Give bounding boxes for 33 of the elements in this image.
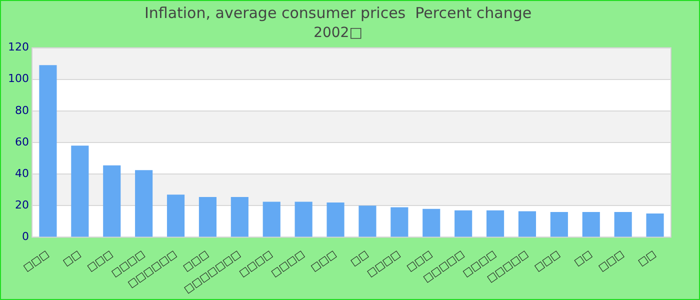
y-tick-label: 80 (14, 104, 29, 117)
bar (294, 202, 312, 237)
bar (390, 207, 408, 237)
bar (614, 212, 632, 237)
bar (486, 210, 504, 237)
x-tick-label: □□ (572, 248, 594, 269)
bar (518, 211, 536, 237)
chart-subtitle: 2002□ (314, 25, 362, 42)
bar (454, 210, 472, 237)
bar (326, 202, 344, 237)
bar (358, 206, 376, 237)
y-tick-label: 60 (14, 135, 29, 148)
bar (646, 214, 664, 237)
bar (135, 170, 153, 237)
bar (198, 196, 217, 237)
bar (422, 208, 440, 237)
bar (71, 146, 89, 237)
x-tick-label: □□ (348, 248, 371, 269)
y-tick-label: 20 (14, 198, 29, 212)
x-tick-label: □□ (61, 248, 84, 269)
bar (582, 212, 600, 237)
chart-title: Inflation, average consumer prices Percent change (144, 4, 532, 22)
y-tick-label: 40 (14, 166, 29, 180)
y-tick-label: 120 (8, 40, 29, 54)
y-tick-label: 0 (22, 230, 29, 244)
bar (262, 202, 280, 237)
bar (39, 65, 57, 237)
bar (166, 194, 185, 237)
bar (550, 212, 568, 237)
bar (103, 165, 121, 237)
bar (230, 196, 248, 237)
y-tick-label: 100 (8, 72, 29, 86)
x-tick-label: □□ (636, 248, 658, 269)
